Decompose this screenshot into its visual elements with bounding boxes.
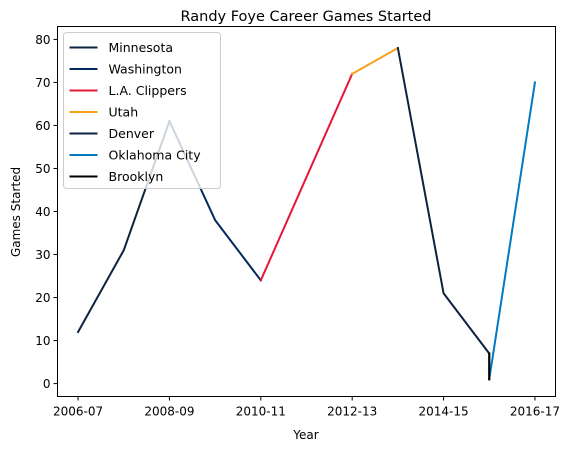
x-tick-label-2: 2010-11 — [236, 405, 286, 419]
x-tick-label-3: 2012-13 — [327, 405, 377, 419]
legend-label-2: L.A. Clippers — [109, 83, 187, 98]
y-tick-label-2: 20 — [35, 291, 50, 305]
legend-label-5: Oklahoma City — [109, 148, 202, 163]
y-tick-label-1: 10 — [35, 334, 50, 348]
legend-label-4: Denver — [109, 126, 155, 141]
y-tick-label-4: 40 — [35, 205, 50, 219]
y-tick-label-5: 50 — [35, 162, 50, 176]
series-line-2 — [259, 72, 354, 282]
y-axis: 0 10 20 30 40 50 60 70 80 — [35, 33, 58, 391]
y-tick-label-8: 80 — [35, 33, 50, 47]
legend-label-0: Minnesota — [109, 40, 174, 55]
x-tick-label-5: 2016-17 — [510, 405, 560, 419]
legend-label-3: Utah — [109, 105, 139, 120]
chart-title: Randy Foye Career Games Started — [181, 9, 432, 25]
series-line-3 — [350, 46, 400, 76]
legend-label-1: Washington — [109, 62, 182, 77]
x-tick-label-1: 2008-09 — [144, 405, 194, 419]
legend-label-6: Brooklyn — [109, 169, 164, 184]
legend-box — [63, 32, 221, 189]
y-tick-label-6: 60 — [35, 119, 50, 133]
y-tick-label-0: 0 — [43, 377, 51, 391]
x-axis-label: Year — [292, 428, 318, 442]
y-axis-label: Games Started — [9, 167, 23, 257]
y-tick-label-3: 30 — [35, 248, 50, 262]
x-tick-label-0: 2006-07 — [53, 405, 103, 419]
x-axis: 2006-07 2008-09 2010-11 2012-13 2014-15 2016-… — [53, 396, 560, 419]
x-tick-label-4: 2014-15 — [418, 405, 468, 419]
series-line-5 — [488, 81, 537, 381]
y-tick-label-7: 70 — [35, 76, 50, 90]
legend: Minnesota Washington L.A. Clippers Utah Denv… — [63, 32, 221, 189]
